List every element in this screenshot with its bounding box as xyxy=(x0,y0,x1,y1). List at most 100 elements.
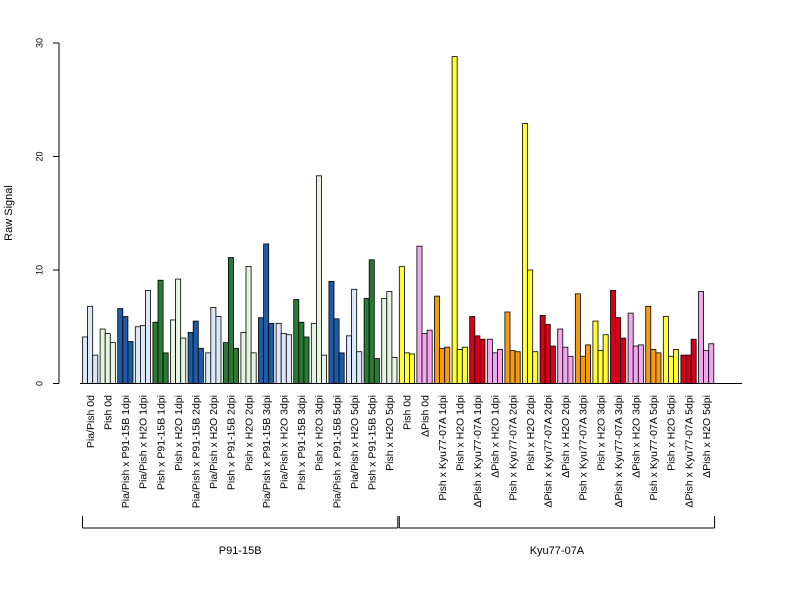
x-tick-label: Pia/Pish x H2O 1dpi xyxy=(138,395,150,489)
bar xyxy=(381,297,388,384)
bars xyxy=(82,56,715,384)
bar xyxy=(451,56,458,384)
bar xyxy=(205,352,212,384)
bar xyxy=(698,291,704,384)
bar xyxy=(549,345,556,384)
x-tick-label: Pish x Kyu77-07A 3dpi xyxy=(578,395,590,501)
bar xyxy=(145,290,151,384)
x-tick-label: ΔPish x Kyu77-07A 5dpi xyxy=(683,395,695,508)
group-label: P91-15B xyxy=(219,545,262,557)
x-tick-label: Pish x Kyu77-07A 1dpi xyxy=(437,395,449,501)
group-label: Kyu77-07A xyxy=(530,545,585,557)
x-tick-label: Pish x P91-15B 5dpi xyxy=(367,395,379,490)
bar xyxy=(562,346,569,384)
bar xyxy=(99,328,106,384)
bar xyxy=(585,344,591,384)
x-tick-label: ΔPish x Kyu77-07A 1dpi xyxy=(472,395,484,508)
bar xyxy=(504,311,511,384)
x-tick-label: ΔPish x H2O 2dpi xyxy=(560,395,572,478)
bar xyxy=(514,351,521,384)
x-tick-label: Pish 0d xyxy=(402,395,414,430)
bar xyxy=(620,337,627,384)
bar xyxy=(532,351,539,384)
x-tick-label: ΔPish x H2O 1dpi xyxy=(490,395,502,478)
x-tick-label: Pish x H2O 1dpi xyxy=(173,395,185,471)
y-tick-label: 20 xyxy=(34,151,44,161)
bar xyxy=(426,329,433,384)
bar xyxy=(368,259,375,384)
bar xyxy=(222,342,229,384)
x-tick-label: Pish x H2O 2dpi xyxy=(243,395,255,471)
bar xyxy=(544,324,551,384)
bar xyxy=(456,349,463,384)
bar xyxy=(580,355,586,384)
bar xyxy=(627,312,634,384)
bar xyxy=(210,307,217,384)
bar xyxy=(293,299,300,384)
bar xyxy=(250,352,257,384)
bar xyxy=(703,350,710,384)
bar xyxy=(263,243,270,384)
y-tick-label: 0 xyxy=(34,381,44,386)
bar xyxy=(497,349,503,384)
bar xyxy=(409,353,415,384)
x-tick-label: Pia/Pish x P91-15B 2dpi xyxy=(191,395,203,508)
bar xyxy=(328,280,335,384)
bar xyxy=(109,342,116,384)
bar xyxy=(708,343,715,384)
bar xyxy=(240,332,247,384)
bar xyxy=(351,288,358,384)
bar xyxy=(486,338,493,384)
bar xyxy=(434,295,440,384)
x-tick-label: Pia/Pish x H2O 5dpi xyxy=(349,395,361,489)
bar xyxy=(403,352,410,384)
x-tick-label: Pish x H2O 5dpi xyxy=(666,395,678,471)
y-axis-label: Raw Signal xyxy=(3,185,15,241)
bar xyxy=(227,257,234,384)
bar xyxy=(245,266,252,384)
bar xyxy=(685,354,692,384)
bar xyxy=(509,350,516,384)
x-tick-label: Pish x P91-15B 3dpi xyxy=(296,395,308,490)
bar xyxy=(338,352,345,384)
bar xyxy=(650,349,657,384)
bar xyxy=(233,347,239,384)
bar xyxy=(680,354,687,384)
x-tick-label: Pish x Kyu77-07A 2dpi xyxy=(507,395,519,501)
x-tick-label: Pish x P91-15B 2dpi xyxy=(226,395,238,490)
bar xyxy=(527,269,534,384)
bar xyxy=(104,333,111,384)
bar xyxy=(122,316,129,384)
bar xyxy=(597,350,604,384)
bar xyxy=(474,335,481,384)
bar xyxy=(391,356,398,384)
bar xyxy=(479,338,486,384)
group-brackets: P91-15B Kyu77-07A xyxy=(82,516,716,557)
x-tick-label: Pia/Pish x P91-15B 1dpi xyxy=(120,395,132,508)
x-tick-label: Pish 0d xyxy=(103,395,115,430)
bar xyxy=(315,175,322,384)
x-tick-label: Pish x H2O 1dpi xyxy=(455,395,467,471)
bar xyxy=(92,354,99,384)
bar xyxy=(469,316,476,384)
bar xyxy=(668,355,674,384)
bar xyxy=(662,316,669,384)
bar xyxy=(522,123,528,384)
y-tick-label: 30 xyxy=(34,38,44,48)
bar xyxy=(152,321,159,384)
bar xyxy=(363,297,370,384)
bar xyxy=(170,319,176,384)
bar xyxy=(557,328,564,384)
x-tick-label: Pish x Kyu77-07A 5dpi xyxy=(648,395,660,501)
bar xyxy=(215,316,222,384)
bar xyxy=(373,358,380,384)
bar xyxy=(690,338,697,384)
bar xyxy=(461,346,468,384)
bar xyxy=(303,336,310,384)
bar xyxy=(539,314,546,384)
bar xyxy=(602,334,609,384)
bar xyxy=(117,308,124,384)
bar xyxy=(356,351,363,384)
bar xyxy=(268,322,275,384)
bar xyxy=(333,318,340,384)
